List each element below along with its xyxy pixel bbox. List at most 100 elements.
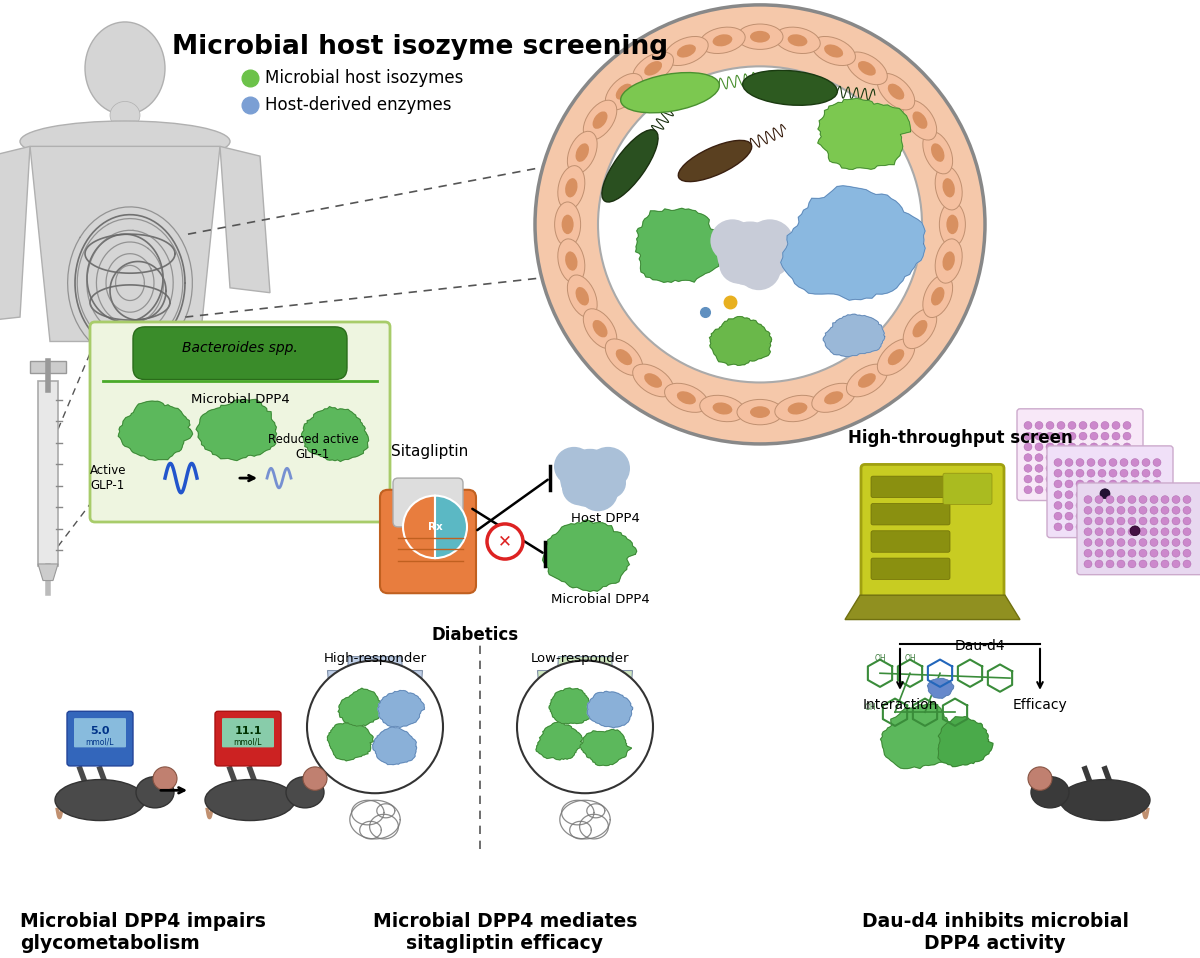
Circle shape (1102, 443, 1109, 451)
Ellipse shape (775, 396, 821, 422)
Ellipse shape (568, 275, 598, 317)
Ellipse shape (947, 215, 959, 234)
Text: ✕: ✕ (498, 533, 512, 551)
Polygon shape (928, 678, 954, 698)
Text: Rx: Rx (427, 522, 443, 532)
Circle shape (1109, 523, 1117, 531)
Polygon shape (542, 520, 637, 591)
Circle shape (1076, 501, 1084, 510)
Circle shape (1106, 560, 1114, 568)
Ellipse shape (931, 287, 944, 306)
Circle shape (517, 661, 653, 793)
Circle shape (578, 472, 618, 512)
Circle shape (1117, 549, 1126, 558)
Circle shape (1100, 489, 1110, 498)
Polygon shape (845, 595, 1020, 620)
Circle shape (1117, 528, 1126, 536)
Circle shape (1024, 422, 1032, 429)
Ellipse shape (286, 777, 324, 808)
Circle shape (1096, 538, 1103, 546)
Circle shape (1150, 560, 1158, 568)
Circle shape (1132, 513, 1139, 520)
Circle shape (737, 247, 781, 290)
Circle shape (1112, 422, 1120, 429)
Circle shape (560, 448, 620, 508)
Circle shape (1120, 459, 1128, 467)
Circle shape (1123, 465, 1132, 472)
Circle shape (1046, 432, 1054, 440)
Circle shape (1139, 507, 1147, 514)
Circle shape (1096, 495, 1103, 504)
Circle shape (1034, 432, 1043, 440)
Ellipse shape (85, 22, 166, 115)
Circle shape (1183, 495, 1190, 504)
Circle shape (1084, 507, 1092, 514)
Circle shape (1068, 486, 1076, 493)
Circle shape (1024, 454, 1032, 462)
Ellipse shape (700, 27, 745, 54)
Circle shape (1046, 475, 1054, 483)
Circle shape (718, 221, 784, 285)
Ellipse shape (858, 374, 876, 388)
Circle shape (1123, 486, 1132, 493)
Circle shape (1153, 459, 1162, 467)
Circle shape (1057, 475, 1066, 483)
Ellipse shape (558, 166, 584, 210)
Circle shape (1034, 486, 1043, 493)
Polygon shape (587, 692, 632, 728)
Ellipse shape (665, 383, 708, 412)
Ellipse shape (743, 70, 838, 105)
Ellipse shape (713, 402, 732, 415)
Circle shape (1087, 480, 1096, 488)
Ellipse shape (846, 364, 887, 397)
Circle shape (1123, 432, 1132, 440)
Ellipse shape (713, 34, 732, 46)
Ellipse shape (811, 36, 856, 65)
Circle shape (1098, 459, 1106, 467)
Circle shape (1057, 486, 1066, 493)
Polygon shape (373, 727, 416, 764)
Text: Microbial DPP4: Microbial DPP4 (551, 593, 649, 606)
Circle shape (1024, 486, 1032, 493)
Text: Microbial DPP4 impairs
glycometabolism: Microbial DPP4 impairs glycometabolism (20, 912, 266, 953)
Polygon shape (367, 736, 383, 747)
Circle shape (1076, 480, 1084, 488)
Circle shape (1046, 454, 1054, 462)
Polygon shape (818, 99, 911, 170)
Circle shape (1066, 459, 1073, 467)
Ellipse shape (665, 36, 708, 65)
Circle shape (1117, 538, 1126, 546)
Circle shape (1120, 501, 1128, 510)
Circle shape (755, 241, 790, 276)
FancyBboxPatch shape (862, 465, 1004, 599)
Text: Reduced active
GLP-1: Reduced active GLP-1 (268, 432, 359, 461)
Polygon shape (30, 361, 66, 373)
Circle shape (1054, 459, 1062, 467)
Circle shape (1120, 469, 1128, 477)
Polygon shape (709, 317, 772, 365)
Circle shape (1079, 486, 1087, 493)
Circle shape (1132, 459, 1139, 467)
Polygon shape (881, 704, 958, 768)
Circle shape (1112, 465, 1120, 472)
FancyBboxPatch shape (1078, 483, 1200, 575)
FancyBboxPatch shape (67, 711, 133, 765)
Circle shape (1109, 480, 1117, 488)
Circle shape (554, 446, 594, 486)
Circle shape (1109, 469, 1117, 477)
Circle shape (1087, 501, 1096, 510)
Ellipse shape (888, 349, 905, 365)
Circle shape (1028, 767, 1052, 790)
Circle shape (1096, 528, 1103, 536)
Circle shape (1142, 469, 1150, 477)
Ellipse shape (565, 178, 577, 197)
FancyBboxPatch shape (90, 322, 390, 522)
Circle shape (1109, 501, 1117, 510)
Circle shape (1183, 538, 1190, 546)
Circle shape (1054, 513, 1062, 520)
Circle shape (1162, 517, 1169, 525)
Ellipse shape (1031, 777, 1069, 808)
Polygon shape (38, 380, 58, 566)
Text: OH: OH (874, 654, 886, 663)
Circle shape (1117, 507, 1126, 514)
